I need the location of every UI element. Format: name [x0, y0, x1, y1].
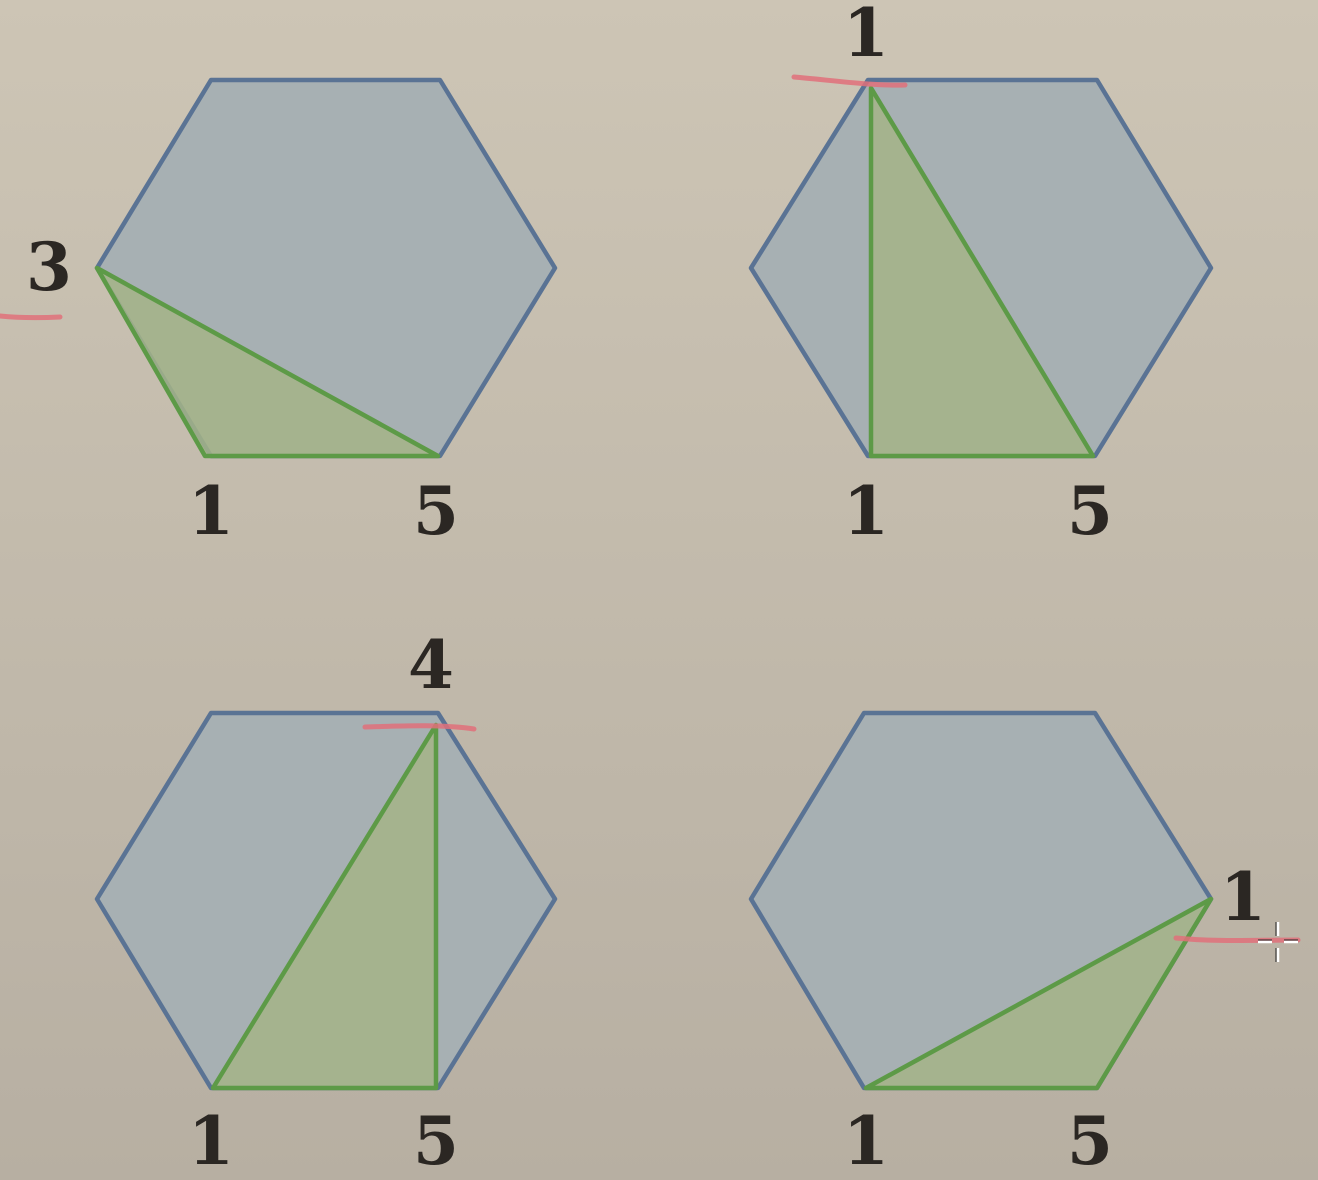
- highlight-mark: [362, 723, 477, 732]
- highlight-mark: [791, 74, 908, 88]
- vertex-label-right: 5: [413, 1102, 459, 1180]
- vertex-label-right: 5: [413, 472, 459, 550]
- vertex-label-right: 5: [1067, 1102, 1113, 1180]
- panel-top-right: 1 1 5: [748, 0, 1214, 550]
- vertex-label-apex: 4: [408, 626, 454, 704]
- highlight-mark: [1173, 935, 1301, 943]
- triangle: [210, 722, 439, 1091]
- crosshair-cursor-outline: [1258, 922, 1298, 962]
- vertex-label-apex: 3: [26, 228, 72, 306]
- panel-bottom-left: 4 1 5: [94, 626, 558, 1180]
- vertex-label-apex: 1: [1220, 858, 1266, 936]
- vertex-label-apex: 1: [843, 0, 889, 72]
- vertex-label-left: 1: [188, 472, 234, 550]
- crosshair-cursor-icon: [1258, 922, 1298, 962]
- triangle: [868, 85, 1096, 459]
- panel-bottom-right: 1 1 5: [748, 710, 1301, 1180]
- panel-top-left: 3 1 5: [0, 77, 558, 550]
- vertex-label-left: 1: [188, 1102, 234, 1180]
- triangle: [863, 896, 1214, 1091]
- highlight-mark: [0, 313, 63, 321]
- vertex-label-right: 5: [1067, 472, 1113, 550]
- vertex-label-left: 1: [843, 1102, 889, 1180]
- triangle: [94, 265, 441, 459]
- vertex-label-left: 1: [843, 472, 889, 550]
